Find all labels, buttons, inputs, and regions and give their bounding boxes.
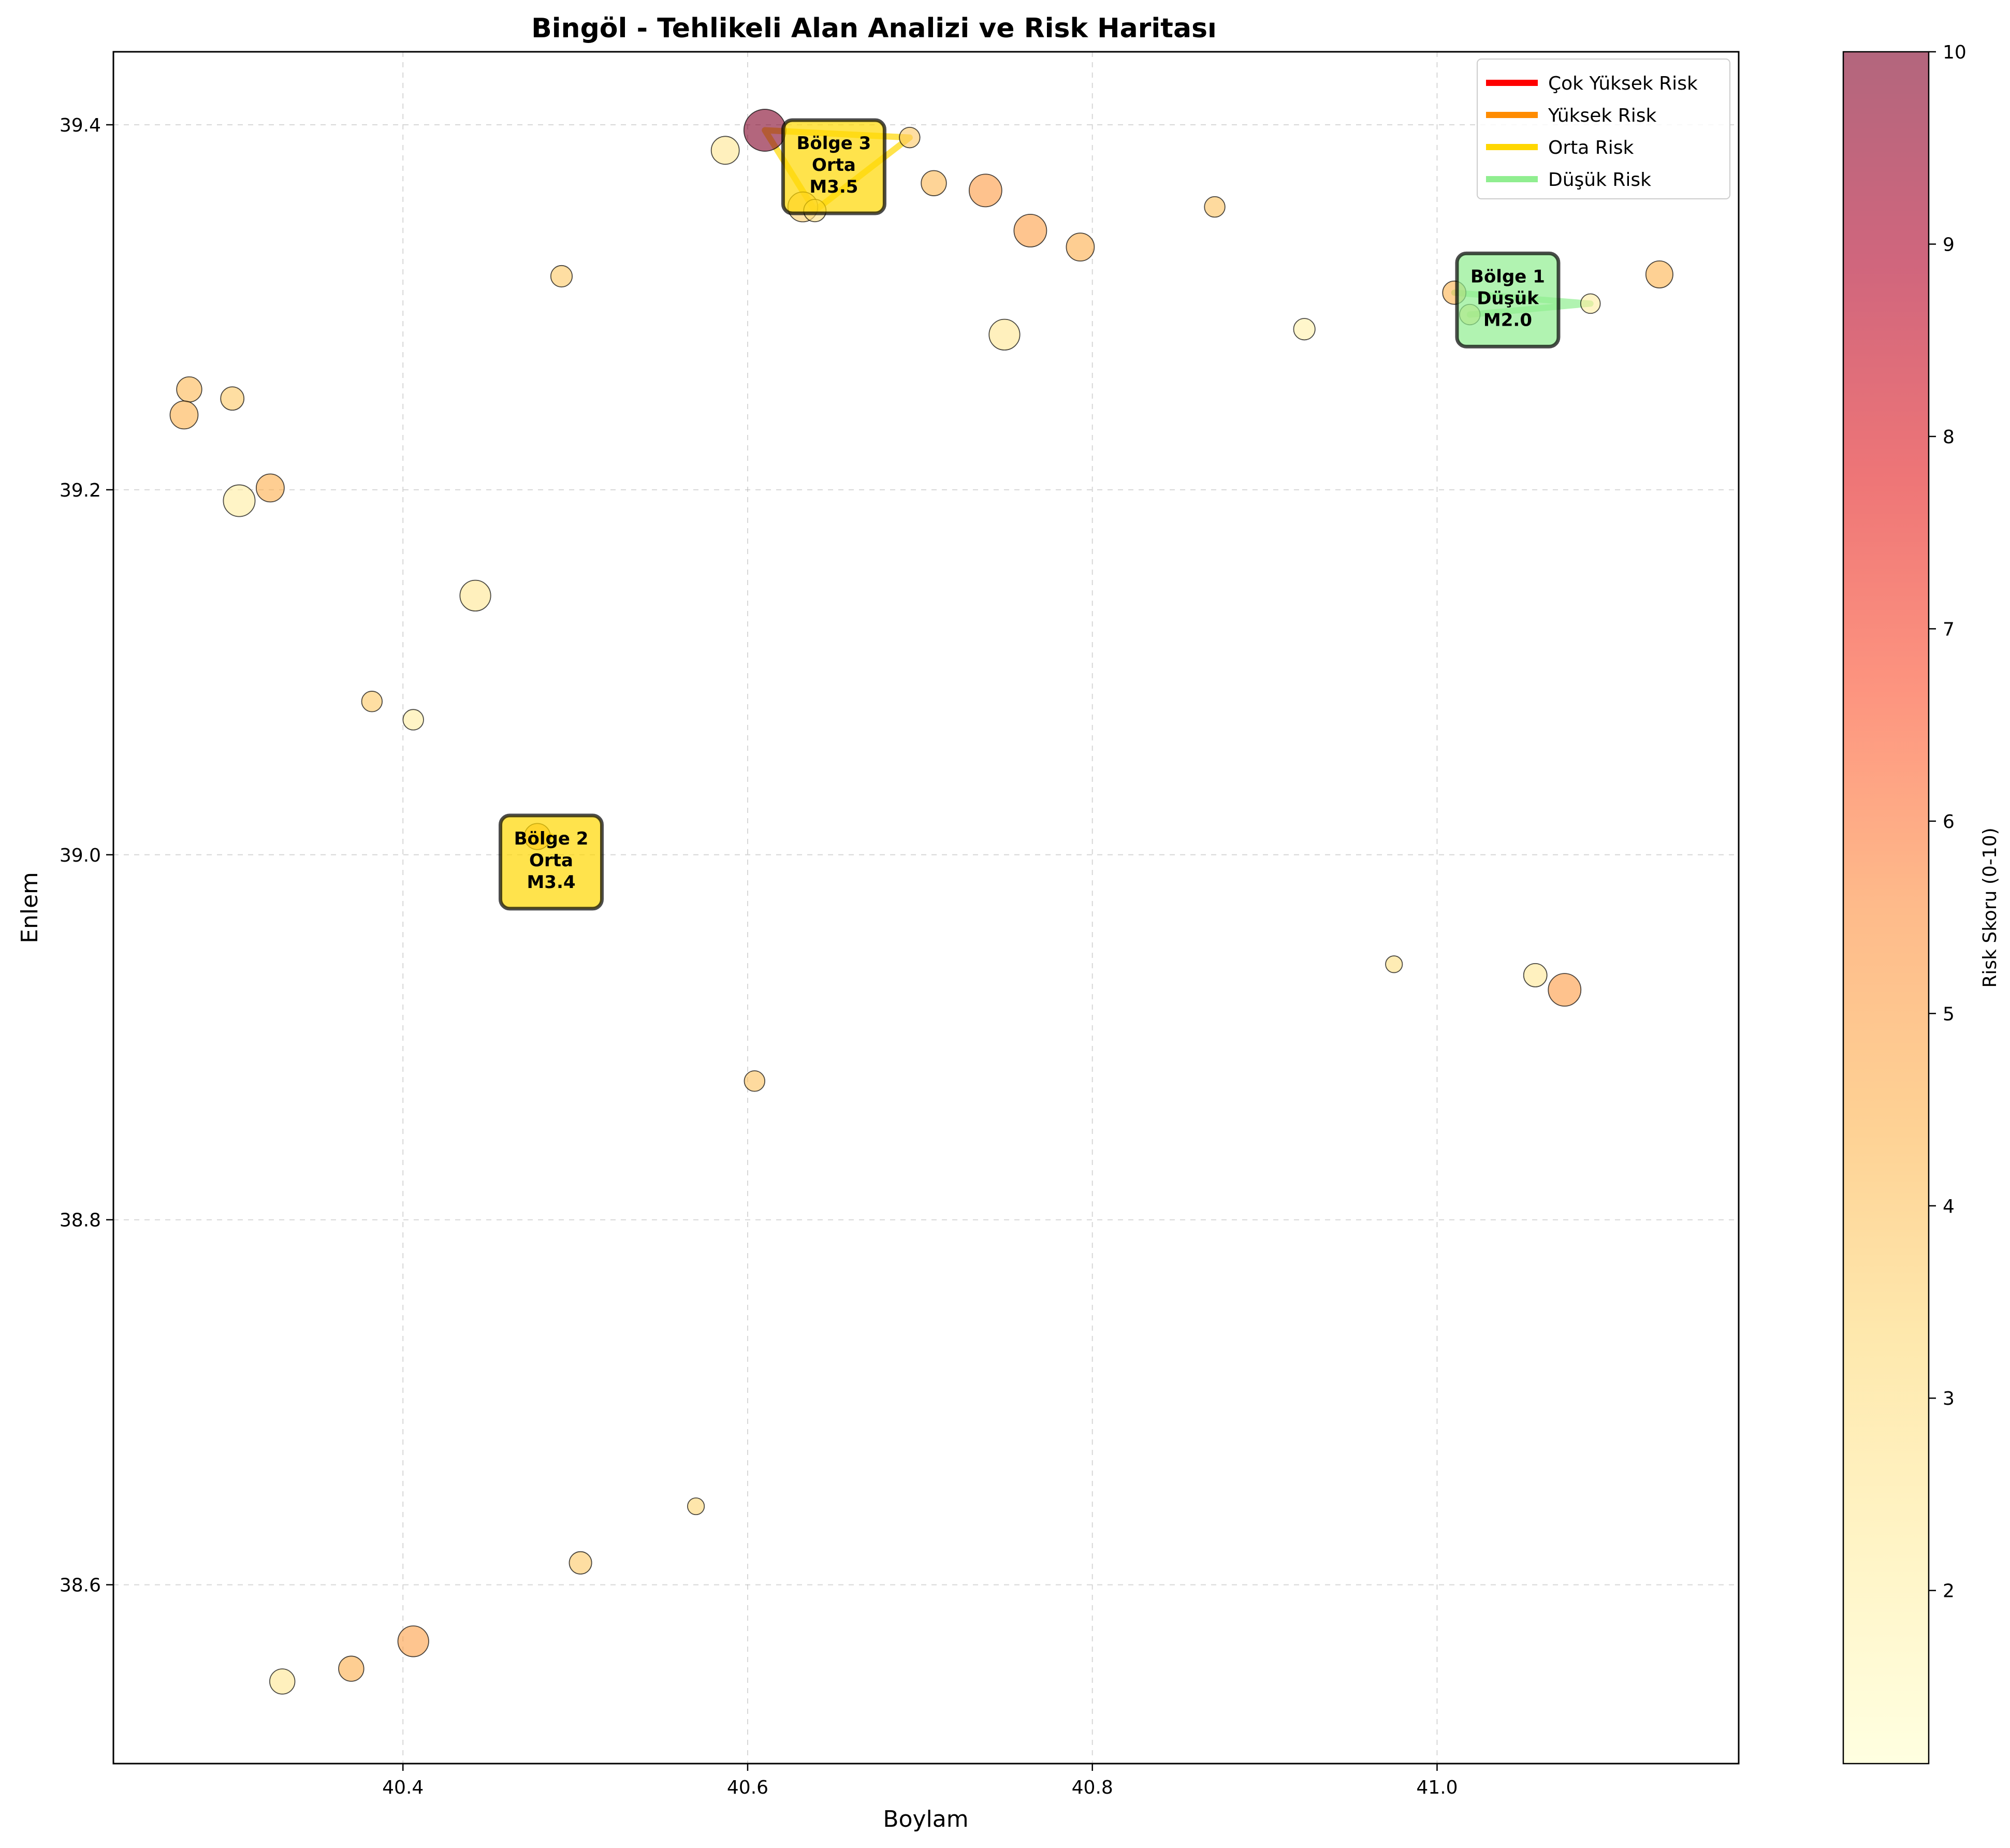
colorbar-tick-label: 2 xyxy=(1943,1581,1955,1602)
risk-point xyxy=(687,1497,705,1516)
risk-point xyxy=(1645,260,1673,288)
y-tick-label: 39.4 xyxy=(60,115,101,136)
colorbar-tick-label: 10 xyxy=(1943,42,1967,63)
y-tick-label: 39.2 xyxy=(60,480,101,501)
legend-label: Çok Yüksek Risk xyxy=(1548,73,1698,94)
risk-point xyxy=(1580,293,1601,314)
y-axis-label: Enlem xyxy=(17,872,43,943)
legend-label: Düşük Risk xyxy=(1548,169,1651,191)
y-tick-label: 38.6 xyxy=(60,1575,101,1596)
risk-point xyxy=(569,1551,592,1575)
x-tick-label: 41.0 xyxy=(1416,1777,1458,1798)
risk-point xyxy=(256,473,285,503)
zone-label-text: Düşük xyxy=(1477,288,1539,309)
plot-frame xyxy=(112,51,1740,1765)
risk-point xyxy=(1523,963,1548,987)
colorbar: 2 3 4 5 6 7 8 9 10 Risk Skoru (0-10) xyxy=(1842,42,2001,1765)
risk-point xyxy=(899,126,921,149)
colorbar-tick-label: 6 xyxy=(1943,811,1955,833)
colorbar-tick-label: 5 xyxy=(1943,1003,1955,1025)
legend-label: Yüksek Risk xyxy=(1548,105,1656,126)
risk-point xyxy=(220,386,245,411)
risk-point xyxy=(1293,318,1316,341)
zone-label-box xyxy=(1455,251,1561,348)
colorbar-gradient xyxy=(1843,52,1929,1764)
risk-point xyxy=(397,1625,429,1657)
zone-label-text: Bölge 1 xyxy=(1470,266,1545,287)
zone-label-text: Orta xyxy=(812,155,856,176)
x-tick-label: 40.4 xyxy=(382,1777,424,1798)
risk-point xyxy=(968,173,1002,208)
zone-label-text: M3.5 xyxy=(809,177,858,197)
colorbar-tick-label: 4 xyxy=(1943,1196,1955,1217)
colorbar-tick-label: 7 xyxy=(1943,619,1955,640)
risk-point xyxy=(1066,232,1095,262)
risk-point xyxy=(710,136,740,165)
legend-box xyxy=(1477,59,1730,199)
zone-label-text: M3.4 xyxy=(527,872,575,893)
risk-point xyxy=(921,170,947,196)
x-tick-label: 40.8 xyxy=(1072,1777,1113,1798)
colorbar-tick-label: 8 xyxy=(1943,427,1955,448)
risk-point xyxy=(550,265,573,288)
risk-point xyxy=(459,579,491,612)
risk-point xyxy=(988,318,1021,351)
colorbar-tick-label: 3 xyxy=(1943,1388,1955,1409)
colorbar-frame xyxy=(1842,51,1930,1765)
zone-label-box xyxy=(781,118,886,215)
risk-point xyxy=(169,400,199,430)
risk-point xyxy=(743,109,786,152)
colorbar-tick-label: 9 xyxy=(1943,234,1955,255)
grid-lines xyxy=(113,52,1739,1764)
y-tick-label: 38.8 xyxy=(60,1210,101,1231)
risk-point xyxy=(361,691,383,712)
risk-point xyxy=(176,376,202,403)
y-axis-ticks: 38.6 38.8 39.0 39.2 39.4 xyxy=(60,115,113,1596)
x-axis-ticks: 40.4 40.6 40.8 41.0 xyxy=(382,1764,1458,1798)
risk-point xyxy=(223,484,256,517)
x-tick-label: 40.6 xyxy=(727,1777,768,1798)
zone-label-text: Bölge 3 xyxy=(796,133,871,154)
risk-point xyxy=(269,1668,296,1695)
x-axis-label: Boylam xyxy=(883,1806,968,1832)
risk-point xyxy=(338,1655,365,1682)
risk-point xyxy=(1548,973,1582,1007)
colorbar-ticks: 2 3 4 5 6 7 8 9 10 xyxy=(1929,42,1967,1602)
risk-point xyxy=(744,1070,765,1092)
risk-point xyxy=(1013,214,1047,248)
chart-title: Bingöl - Tehlikeli Alan Analizi ve Risk … xyxy=(531,13,1217,44)
zone-label-text: Bölge 2 xyxy=(514,828,589,849)
zone-label-text: Orta xyxy=(529,850,573,871)
zone-label-box xyxy=(498,813,604,911)
legend: Çok Yüksek Risk Yüksek Risk Orta Risk Düşük… xyxy=(1477,59,1730,199)
risk-point xyxy=(402,709,424,731)
risk-point xyxy=(1204,196,1226,218)
legend-label: Orta Risk xyxy=(1548,137,1634,158)
zone-label-text: M2.0 xyxy=(1483,310,1532,330)
colorbar-label: Risk Skoru (0-10) xyxy=(1979,827,2001,987)
risk-point xyxy=(1385,955,1403,973)
y-tick-label: 39.0 xyxy=(60,845,101,866)
